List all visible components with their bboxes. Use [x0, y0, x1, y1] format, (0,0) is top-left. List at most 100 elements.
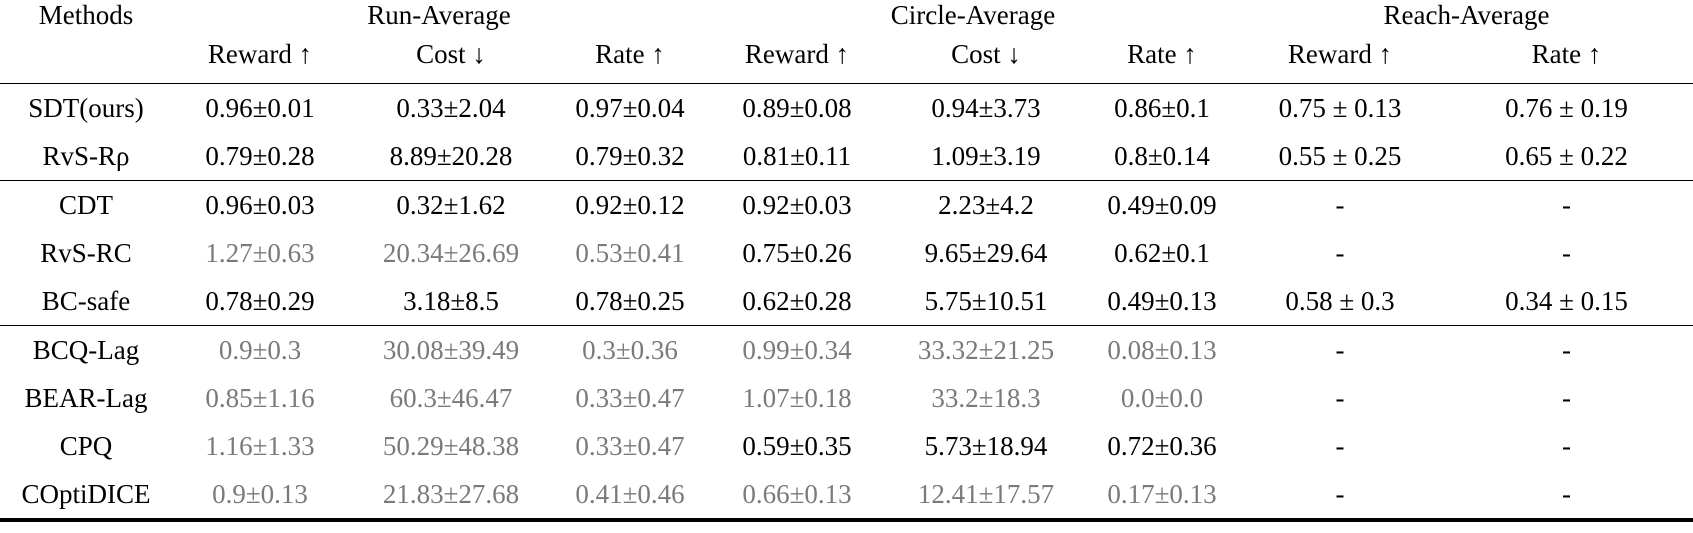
result-cell: 0.33±0.47: [575, 430, 685, 461]
result-cell: 50.29±48.38: [382, 430, 520, 461]
result-cell: 0.62±0.28: [742, 285, 852, 316]
result-cell: 20.34±26.69: [382, 237, 520, 268]
column-header: Rate ↑: [1127, 39, 1197, 69]
result-cell: 0.89±0.08: [706, 83, 888, 132]
column-header: Rate ↑: [595, 39, 665, 69]
result-cell: 0.96±0.03: [172, 180, 348, 229]
result-cell: 0.75±0.26: [742, 237, 852, 268]
result-cell: 0.99±0.34: [706, 325, 888, 374]
result-cell: 0.08±0.13: [1084, 325, 1240, 374]
result-cell: 0.96±0.01: [172, 83, 348, 132]
table-row: RvS-Rρ 0.79±0.28 8.89±20.28 0.79±0.32 0.81±0…: [0, 132, 1693, 181]
column-header: Reward ↑: [744, 39, 850, 69]
result-cell: 0.41±0.46: [554, 470, 706, 522]
result-cell: 33.32±21.25: [888, 325, 1084, 374]
result-cell: 0.9±0.13: [172, 470, 348, 522]
result-cell: 5.73±18.94: [924, 430, 1048, 461]
column-header: Reward ↑: [207, 39, 313, 69]
group-header-reach: Reach-Average: [1383, 0, 1550, 30]
method-name: CPQ: [59, 430, 113, 461]
table-row: CDT 0.96±0.03 0.32±1.62 0.92±0.12 0.92±0.03 2…: [0, 180, 1693, 229]
result-cell: 3.18±8.5: [403, 285, 499, 316]
method-name: CDT: [0, 180, 172, 229]
result-cell: 0.78±0.29: [205, 285, 315, 316]
result-cell: 0.81±0.11: [742, 140, 852, 171]
result-cell: 0.65 ± 0.22: [1505, 140, 1628, 171]
result-cell: 0.75 ± 0.13: [1240, 83, 1440, 132]
result-cell: 0.66±0.13: [706, 470, 888, 522]
result-cell: 0.33±2.04: [348, 83, 554, 132]
table-row: COptiDICE 0.9±0.13 21.83±27.68 0.41±0.46 0.6…: [0, 470, 1693, 522]
result-cell: 0.72±0.36: [1107, 430, 1217, 461]
table-row: SDT(ours) 0.96±0.01 0.33±2.04 0.97±0.04 0.89…: [0, 83, 1693, 132]
result-cell: -: [1335, 430, 1345, 461]
results-table: Methods Run-Average Circle-Average Reach…: [0, 0, 1693, 522]
result-cell: 0.32±1.62: [348, 180, 554, 229]
table-row: RvS-RC 1.27±0.63 20.34±26.69 0.53±0.41 0.75±…: [0, 229, 1693, 277]
column-header: Cost ↓: [951, 39, 1021, 69]
table-row: BEAR-Lag 0.85±1.16 60.3±46.47 0.33±0.47 1.07…: [0, 374, 1693, 422]
table-row: BCQ-Lag 0.9±0.3 30.08±39.49 0.3±0.36 0.99±0.…: [0, 325, 1693, 374]
result-cell: 0.85±1.16: [205, 382, 315, 413]
method-name: SDT(ours): [0, 83, 172, 132]
result-cell: 12.41±17.57: [888, 470, 1084, 522]
result-cell: 0.59±0.35: [742, 430, 852, 461]
result-cell: 1.07±0.18: [742, 382, 852, 413]
result-cell: 0.17±0.13: [1084, 470, 1240, 522]
result-cell: 0.3±0.36: [554, 325, 706, 374]
result-cell: 0.53±0.41: [575, 237, 685, 268]
result-cell: 5.75±10.51: [924, 285, 1048, 316]
result-cell: 0.76 ± 0.19: [1440, 83, 1693, 132]
result-cell: -: [1240, 180, 1440, 229]
result-cell: -: [1562, 430, 1571, 461]
result-cell: 0.49±0.13: [1107, 285, 1217, 316]
result-cell: 60.3±46.47: [389, 382, 513, 413]
method-name: BCQ-Lag: [0, 325, 172, 374]
result-cell: 2.23±4.2: [888, 180, 1084, 229]
result-cell: 0.9±0.3: [172, 325, 348, 374]
result-cell: 0.49±0.09: [1084, 180, 1240, 229]
result-cell: -: [1335, 382, 1345, 413]
method-name: BC-safe: [41, 285, 131, 316]
result-cell: -: [1440, 325, 1693, 374]
result-cell: 0.0±0.0: [1120, 382, 1204, 413]
table-row: BC-safe 0.78±0.29 3.18±8.5 0.78±0.25 0.62±0.…: [0, 277, 1693, 326]
result-cell: -: [1440, 180, 1693, 229]
group-header-run: Run-Average: [367, 0, 511, 30]
result-cell: 1.09±3.19: [931, 140, 1041, 171]
result-cell: 9.65±29.64: [924, 237, 1048, 268]
result-cell: 8.89±20.28: [389, 140, 513, 171]
result-cell: 33.2±18.3: [931, 382, 1041, 413]
result-cell: 0.79±0.28: [205, 140, 315, 171]
method-name: RvS-RC: [40, 237, 132, 268]
result-cell: -: [1562, 237, 1571, 268]
result-cell: -: [1562, 382, 1571, 413]
method-name: COptiDICE: [0, 470, 172, 522]
column-header: Reward ↑: [1287, 39, 1393, 69]
group-header-circle: Circle-Average: [890, 0, 1056, 30]
result-cell: -: [1240, 470, 1440, 522]
table-header: Methods Run-Average Circle-Average Reach…: [0, 0, 1693, 84]
result-cell: 0.34 ± 0.15: [1505, 285, 1628, 316]
method-name: RvS-Rρ: [42, 140, 130, 171]
result-cell: 0.97±0.04: [554, 83, 706, 132]
result-cell: -: [1440, 470, 1693, 522]
result-cell: 0.58 ± 0.3: [1285, 285, 1395, 316]
result-cell: 0.92±0.03: [706, 180, 888, 229]
methods-header: Methods: [38, 0, 134, 30]
result-cell: 1.16±1.33: [205, 430, 315, 461]
table-body: SDT(ours) 0.96±0.01 0.33±2.04 0.97±0.04 0.89…: [0, 83, 1693, 522]
result-cell: 0.8±0.14: [1114, 140, 1210, 171]
result-cell: 1.27±0.63: [205, 237, 315, 268]
column-header: Rate ↑: [1531, 39, 1602, 69]
column-header: Cost ↓: [416, 39, 486, 69]
result-cell: -: [1240, 325, 1440, 374]
result-cell: 0.62±0.1: [1114, 237, 1210, 268]
result-cell: 0.33±0.47: [575, 382, 685, 413]
result-cell: 0.79±0.32: [575, 140, 685, 171]
result-cell: 21.83±27.68: [348, 470, 554, 522]
result-cell: 0.86±0.1: [1084, 83, 1240, 132]
table-row: CPQ 1.16±1.33 50.29±48.38 0.33±0.47 0.59±0.3…: [0, 422, 1693, 470]
result-cell: -: [1335, 237, 1345, 268]
method-name: BEAR-Lag: [24, 382, 148, 413]
